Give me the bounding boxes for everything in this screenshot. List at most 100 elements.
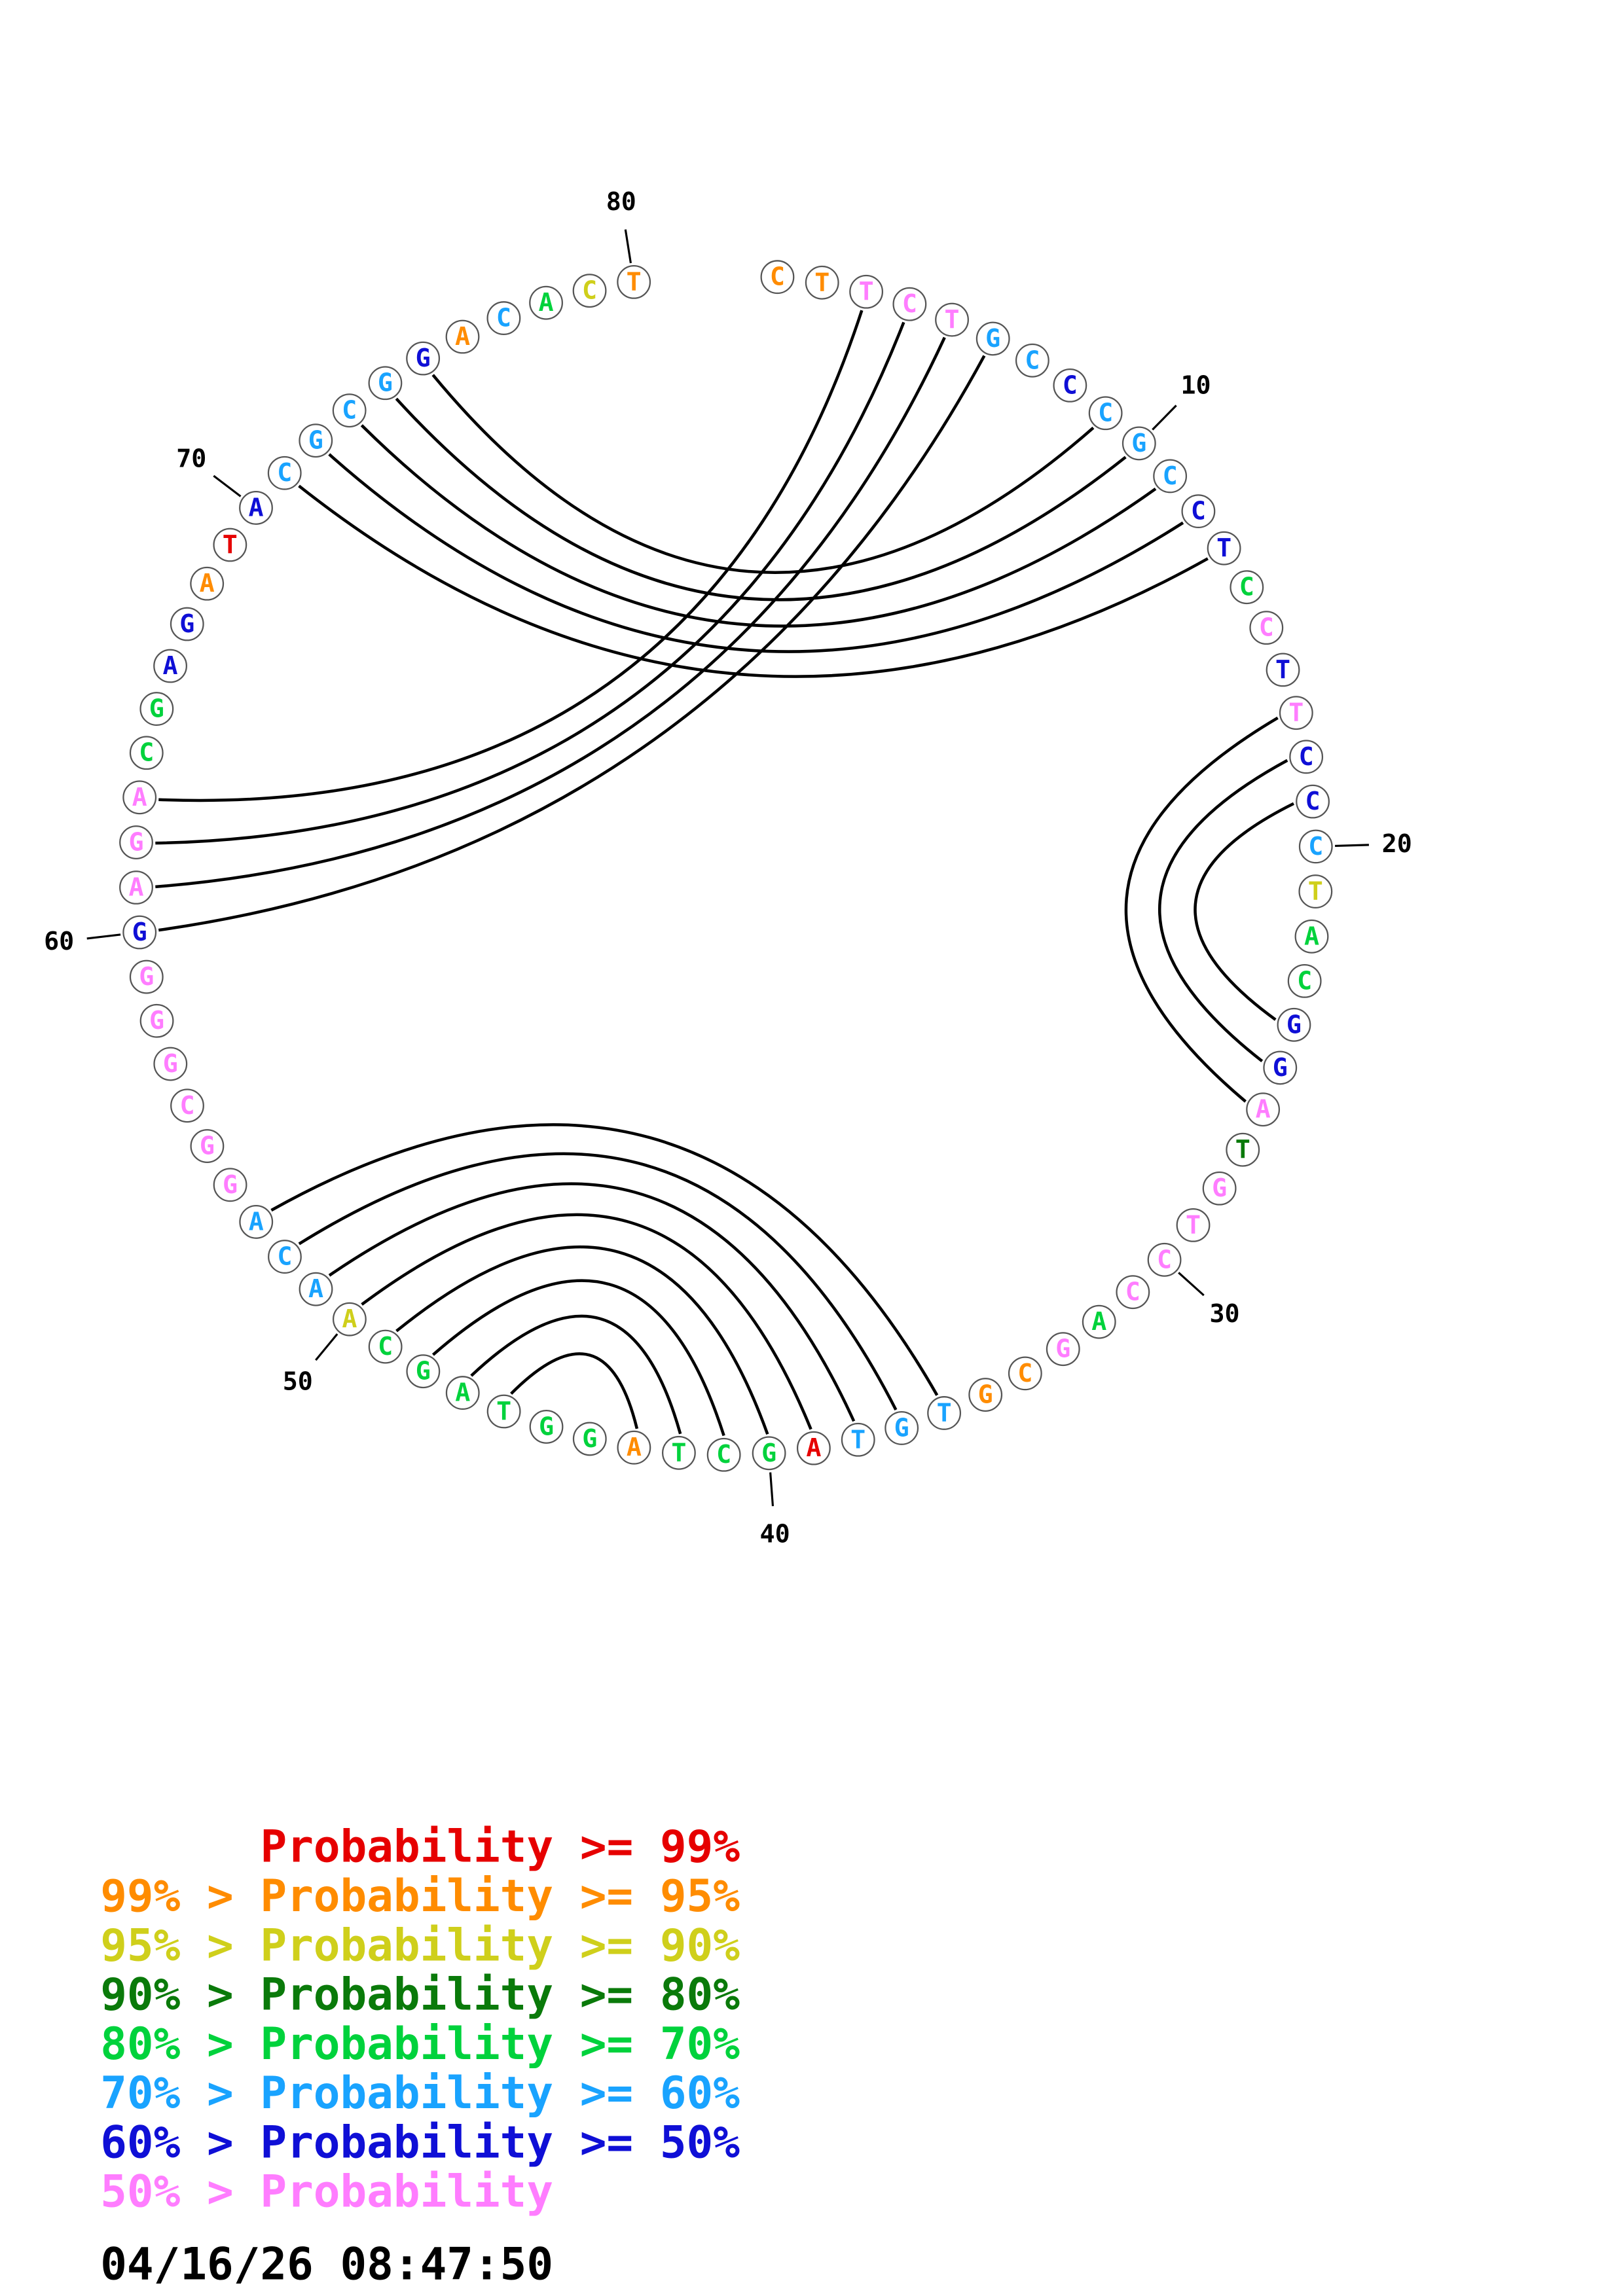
base-pair-arc (395, 1245, 769, 1435)
nucleotide-base: C (770, 262, 785, 292)
nucleotide-ring (122, 780, 157, 815)
nucleotide-base: C (179, 1091, 194, 1121)
nucleotide-ring (529, 285, 563, 320)
nucleotide-ring (119, 825, 153, 859)
nucleotide-base: C (1157, 1245, 1172, 1274)
nucleotide-base: T (1275, 655, 1290, 685)
base-pair-arc (270, 1123, 939, 1396)
nucleotide-base: T (1186, 1210, 1201, 1240)
nucleotide-base: C (1297, 966, 1312, 996)
position-tick-label: 70 (176, 444, 206, 474)
nucleotide-ring (486, 301, 521, 336)
nucleotide-ring (1249, 611, 1284, 645)
nucleotide-ring (1015, 343, 1049, 378)
nucleotide-base: G (128, 828, 143, 857)
position-tick-line (213, 475, 242, 497)
nucleotide-ring (153, 649, 187, 683)
nucleotide-ring (760, 260, 795, 295)
nucleotide-ring (1046, 1332, 1080, 1367)
nucleotide-base: A (163, 651, 178, 681)
nucleotide-base: T (937, 1398, 952, 1427)
nucleotide-base: G (539, 1412, 554, 1441)
nucleotide-ring (617, 264, 651, 299)
nucleotide-ring (239, 1204, 274, 1239)
legend-line: 60% > Probability >= 50% (100, 2116, 740, 2168)
nucleotide-base: C (1259, 613, 1274, 643)
nucleotide-base: T (850, 1425, 866, 1454)
nucleotide-base: C (1308, 832, 1323, 861)
base-pair-arc (361, 1213, 812, 1430)
nucleotide-base: A (539, 288, 554, 317)
probability-legend: Probability >= 99%99% > Probability >= 9… (100, 1821, 740, 2217)
nucleotide-base: C (1299, 742, 1314, 772)
nucleotide-ring (213, 528, 247, 562)
nucleotide-base: G (416, 344, 431, 373)
nucleotide-ring (572, 274, 607, 308)
nucleotide-base: A (1304, 922, 1319, 951)
nucleotide-base: C (1025, 346, 1040, 375)
legend-line: 50% > Probability (100, 2166, 553, 2217)
nucleotide-ring (968, 1378, 1003, 1412)
nucleotide-ring (796, 1431, 831, 1465)
position-tick-line (1178, 1272, 1205, 1297)
nucleotide-base: C (716, 1440, 731, 1469)
nucleotide-ring (1082, 1304, 1116, 1339)
nucleotide-ring (1008, 1356, 1042, 1391)
nucleotide-ring (884, 1411, 919, 1445)
nucleotide-ring (849, 274, 884, 309)
nucleotide-base: G (179, 609, 194, 639)
base-pair-arc (510, 1352, 639, 1429)
nucleotide-base: C (1098, 399, 1113, 428)
nucleotide-base: T (496, 1397, 511, 1426)
nucleotide-base: G (163, 1049, 178, 1079)
position-tick-line (86, 933, 121, 940)
nucleotide-base: T (1235, 1135, 1250, 1164)
position-tick-label: 60 (44, 927, 74, 956)
nucleotide-base: C (582, 276, 597, 306)
nucleotide-ring (572, 1422, 607, 1456)
nucleotide-base: T (859, 277, 874, 306)
position-tick-label: 20 (1382, 829, 1412, 859)
nucleotide-ring (1289, 740, 1324, 774)
nucleotide-ring (299, 423, 333, 458)
base-pair-arc (155, 336, 946, 889)
timestamp: 04/16/26 08:47:50 (100, 2238, 553, 2290)
nucleotide-ring (752, 1436, 786, 1471)
nucleotide-ring (190, 566, 225, 601)
nucleotide-ring (1266, 653, 1300, 687)
nucleotide-base: C (1305, 787, 1321, 816)
nucleotide-base: G (139, 962, 154, 992)
legend-line: 99% > Probability >= 95% (100, 1870, 740, 1922)
nucleotide-base: A (806, 1433, 821, 1463)
nucleotide-ring (368, 366, 403, 401)
nucleotide-ring (119, 870, 153, 905)
nucleotide-base: C (1017, 1359, 1032, 1388)
nucleotide-base: C (139, 738, 154, 768)
nucleotide-base: T (1288, 698, 1304, 728)
nucleotide-ring (170, 1088, 204, 1123)
nucleotide-ring (935, 302, 969, 337)
position-tick-label: 80 (606, 187, 636, 217)
position-tick-line (624, 229, 632, 264)
nucleotide-ring (368, 1329, 403, 1364)
position-tick-label: 40 (760, 1520, 790, 1549)
nucleotide-base: A (200, 569, 215, 598)
nucleotide-ring (1246, 1092, 1281, 1127)
position-tick-line (315, 1333, 338, 1361)
nucleotide-ring (486, 1394, 521, 1429)
base-pair-arc (158, 310, 864, 802)
nucleotide-base: A (128, 873, 143, 903)
base-pair-arc (431, 374, 1095, 574)
nucleotide-ring (1176, 1208, 1211, 1242)
nucleotide-base: A (308, 1274, 323, 1304)
nucleotide-ring (1153, 459, 1188, 493)
nucleotide-base: G (978, 1380, 993, 1410)
base-pair-arc (431, 1279, 725, 1437)
position-tick-line (769, 1472, 775, 1507)
nucleotide-ring (267, 456, 302, 490)
nucleotide-base: G (308, 426, 323, 456)
nucleotide-base: G (1131, 429, 1146, 458)
base-pair-arc (470, 1314, 682, 1435)
